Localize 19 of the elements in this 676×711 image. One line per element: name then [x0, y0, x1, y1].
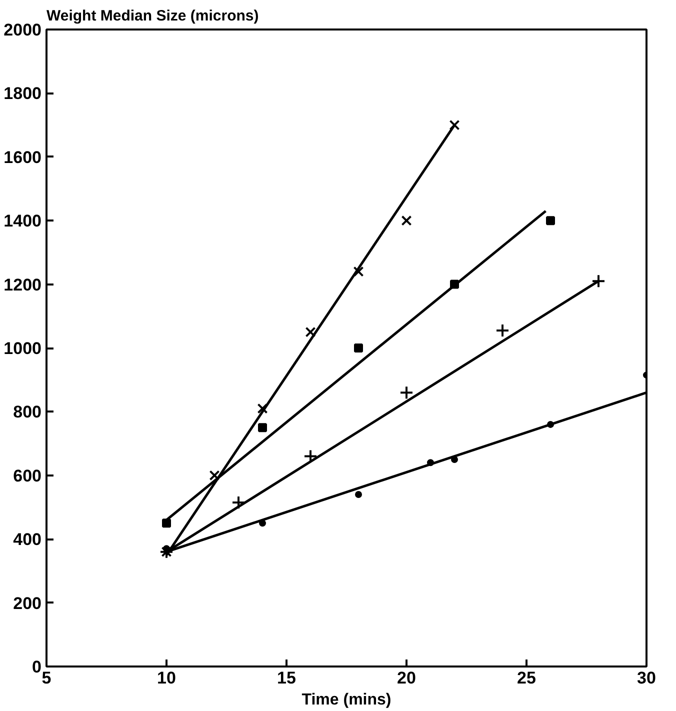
y-tick-label: 800 — [13, 402, 42, 422]
y-tick-label: 600 — [13, 466, 42, 486]
y-axis-title: Weight Median Size (microns) — [46, 8, 259, 24]
x-tick-label: 15 — [277, 668, 296, 688]
y-tick-label: 1600 — [4, 148, 42, 167]
y-tick-label: 2000 — [4, 20, 42, 40]
y-tick-label: 200 — [13, 594, 42, 613]
y-tick-label: 1200 — [4, 275, 42, 294]
x-tick-label: 5 — [42, 668, 52, 688]
x-axis-title: Time (mins) — [302, 692, 392, 708]
y-tick-label: 1400 — [4, 212, 42, 231]
x-tick-label: 25 — [517, 668, 536, 688]
x-tick-label: 20 — [397, 668, 416, 688]
y-tick-label: 0 — [32, 658, 42, 676]
x-tick-label: 30 — [637, 668, 656, 688]
x-tick-label: 10 — [157, 668, 176, 688]
y-tick-label: 400 — [13, 530, 42, 550]
y-tick-label: 1000 — [4, 339, 42, 358]
y-tick-label: 1800 — [4, 84, 42, 104]
